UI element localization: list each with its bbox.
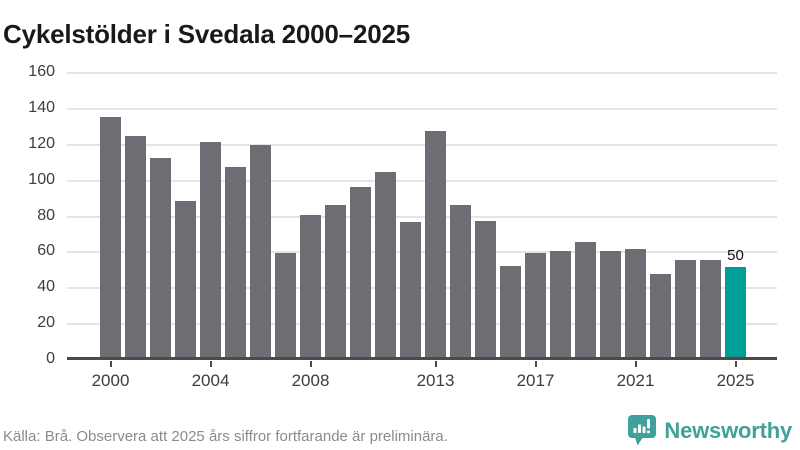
- bar-2021: [625, 249, 646, 357]
- x-axis-line: [67, 357, 777, 360]
- bar-2014: [450, 205, 471, 357]
- bar-2009: [325, 205, 346, 357]
- x-axis-tick: [209, 361, 212, 367]
- newsworthy-logo: Newsworthy: [627, 414, 792, 447]
- y-axis-tick-label: 160: [28, 63, 55, 80]
- bar-2015: [475, 221, 496, 357]
- bar-2003: [175, 201, 196, 357]
- x-axis-tick: [109, 361, 112, 367]
- gridline: [67, 215, 777, 218]
- x-axis-tick-label: 2021: [616, 371, 655, 390]
- bar-2018: [550, 251, 571, 357]
- x-axis-tick-label: 2017: [516, 371, 555, 390]
- bar-2017: [525, 253, 546, 357]
- x-axis-tick: [309, 361, 312, 367]
- gridline: [67, 323, 777, 326]
- bar-2000: [100, 117, 121, 357]
- bar-2001: [125, 136, 146, 357]
- bar-2012: [400, 222, 421, 357]
- bar-2007: [275, 253, 296, 357]
- x-axis-tick-label: 2025: [716, 371, 755, 390]
- bar-2016: [500, 266, 521, 357]
- bar-2023: [675, 260, 696, 357]
- bar-2004: [200, 142, 221, 357]
- newsworthy-wordmark: Newsworthy: [664, 417, 792, 443]
- gridline: [67, 107, 777, 110]
- chart-title: Cykelstölder i Svedala 2000–2025: [3, 19, 410, 50]
- bar-2024: [700, 260, 721, 357]
- y-axis-tick-label: 40: [37, 278, 55, 296]
- y-axis-tick-label: 120: [28, 134, 55, 152]
- x-axis-tick: [734, 361, 737, 367]
- bar-2011: [375, 172, 396, 357]
- bar-2025: [725, 267, 746, 357]
- bar-2008: [300, 215, 321, 357]
- y-axis-tick-label: 20: [37, 314, 55, 332]
- x-axis-tick: [634, 361, 637, 367]
- y-axis: 0 20 40 60 80 100 120 140 160: [0, 63, 55, 367]
- bar-2020: [600, 251, 621, 357]
- bar-value-label: 50: [727, 247, 744, 265]
- x-axis-tick-label: 2000: [91, 371, 130, 390]
- y-axis-tick-label: 140: [28, 98, 55, 116]
- bar-chart-plot-area: 2000 2004 2008 2013 2017 2021 2025 50: [67, 72, 777, 390]
- source-note: Källa: Brå. Observera att 2025 års siffr…: [3, 428, 448, 445]
- newsworthy-logo-icon: [627, 414, 657, 447]
- bar-2006: [250, 145, 271, 357]
- y-axis-tick-label: 100: [28, 170, 55, 188]
- x-axis-tick-label: 2008: [291, 371, 330, 390]
- x-axis-tick: [434, 361, 437, 367]
- gridline: [67, 72, 777, 74]
- x-axis-tick-label: 2013: [416, 371, 455, 390]
- y-axis-tick-label: 0: [46, 350, 55, 367]
- y-axis-tick-label: 80: [37, 206, 55, 224]
- bar-2010: [350, 187, 371, 357]
- gridline: [67, 179, 777, 182]
- gridline: [67, 287, 777, 290]
- bar-2013: [425, 131, 446, 357]
- bar-2022: [650, 274, 671, 357]
- gridline: [67, 251, 777, 254]
- bar-2002: [150, 158, 171, 357]
- x-axis-tick: [534, 361, 537, 367]
- x-axis-tick-label: 2004: [191, 371, 230, 390]
- gridline: [67, 143, 777, 146]
- bar-2019: [575, 242, 596, 357]
- y-axis-tick-label: 60: [37, 242, 55, 260]
- bar-2005: [225, 167, 246, 357]
